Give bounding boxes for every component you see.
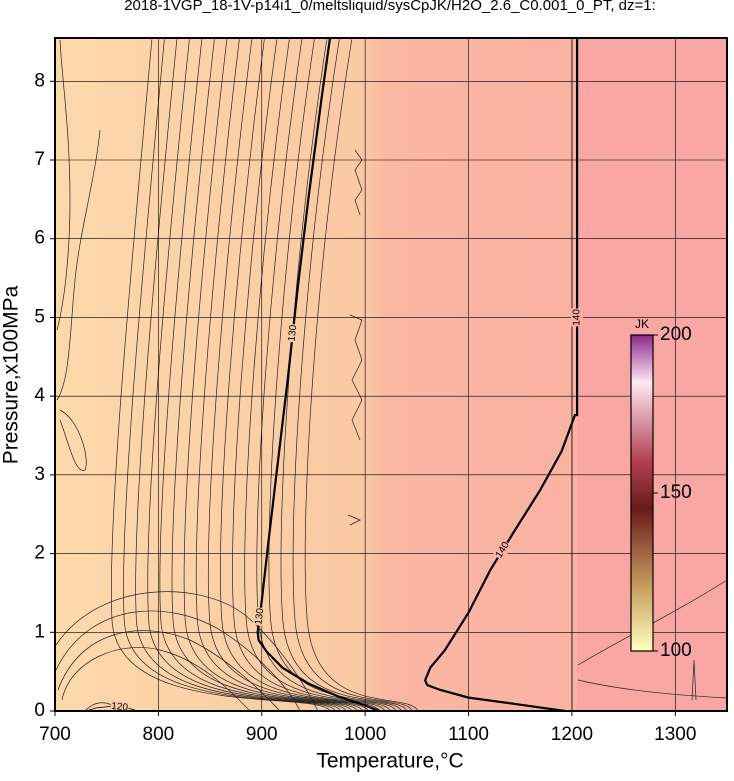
contour-line [256,38,381,711]
minor-contour [183,38,364,711]
minor-contour [123,38,336,711]
minor-contour [159,38,353,711]
minor-contour [147,38,347,711]
contour-line [423,38,579,711]
minor-contour [691,659,697,701]
contour-label: 130 [253,607,266,625]
colorbar-label: JK [635,317,649,331]
minor-contour [56,129,101,401]
y-tick-label: 4 [34,385,45,406]
chart-title: 2018-1VGP_18-1V-p14i1_0/meltsliquid/sysC… [124,0,656,14]
colorbar [630,334,654,652]
x-tick-label: 1300 [654,724,696,745]
y-tick-label: 3 [34,464,45,485]
contour-label-bg [252,606,267,627]
minor-contour [220,38,380,711]
x-tick-label: 1000 [344,724,386,745]
minor-contour [111,38,331,711]
y-tick-label: 5 [34,306,45,327]
contour-label: 120 [111,701,129,714]
minor-contour [135,38,342,711]
y-tick-label: 2 [34,543,45,564]
minor-contour [347,149,363,526]
x-tick-label: 1100 [448,724,489,745]
x-axis-label: Temperature,°C [316,750,463,773]
colorbar-tick-label: 200 [660,324,692,345]
minor-contour [59,409,87,471]
contour-label-bg [571,308,584,327]
minor-contour [55,610,301,711]
x-tick-label: 1200 [551,724,593,745]
x-tick-label: 900 [246,724,278,745]
minor-contour [304,38,419,711]
minor-contour [195,38,369,711]
y-tick-label: 6 [34,228,45,249]
minor-contour [171,38,358,711]
y-tick-label: 0 [34,700,45,721]
y-tick-label: 7 [34,149,45,170]
y-tick-label: 1 [34,621,45,642]
contour-label-bg [492,539,513,561]
contour-label: 140 [572,309,583,326]
minor-contour [232,38,386,711]
colorbar-tick-label: 100 [660,640,692,661]
contour-label-bg [285,323,300,343]
x-tick-label: 800 [143,724,175,745]
minor-contour [577,679,727,699]
minor-contour [280,38,408,711]
y-axis-label: Pressure,x100MPa [0,285,23,464]
minor-contour [57,630,281,711]
contour-label: 130 [287,324,300,342]
colorbar-tick-label: 150 [660,482,692,503]
minor-contour [208,38,375,711]
minor-contour [244,38,391,711]
minor-contour [292,38,413,711]
minor-contour [268,38,402,711]
x-tick-label: 700 [39,724,71,745]
minor-contour [56,39,71,331]
plot-frame [54,37,728,712]
y-tick-label: 8 [34,70,45,91]
